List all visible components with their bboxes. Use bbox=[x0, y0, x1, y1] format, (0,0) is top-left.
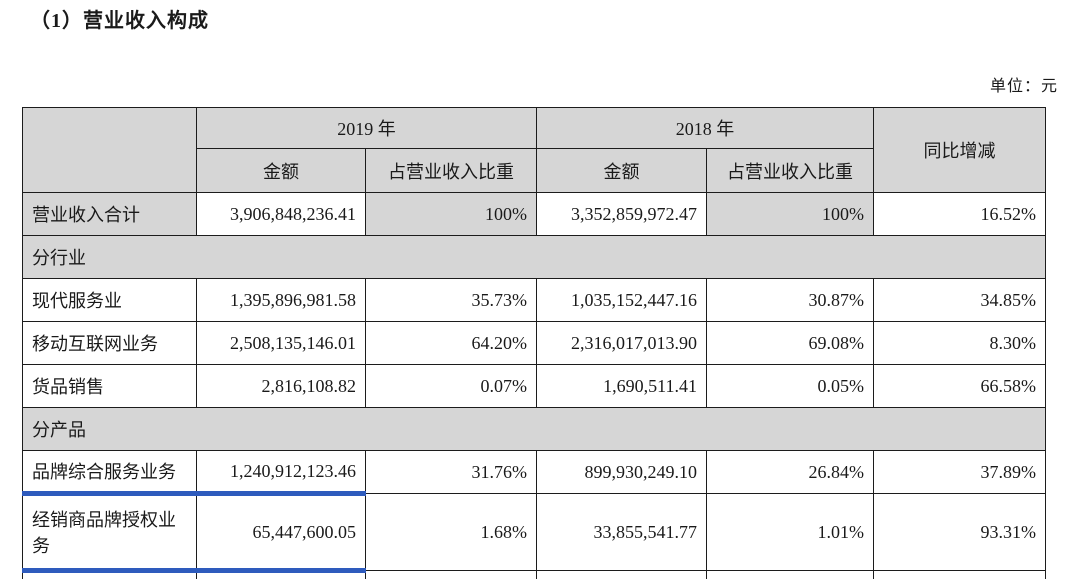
header-corner-cell bbox=[22, 107, 197, 193]
yoy-cell: 37.89% bbox=[873, 450, 1046, 494]
yoy-cell: 93.31% bbox=[873, 493, 1046, 571]
empty-cell bbox=[873, 570, 1046, 579]
row-label: 货品销售 bbox=[22, 364, 197, 408]
table-row-modern-services: 现代服务业 1,395,896,981.58 35.73% 1,035,152,… bbox=[22, 278, 1046, 322]
section-label: 分行业 bbox=[22, 235, 1046, 279]
yoy-cell: 66.58% bbox=[873, 364, 1046, 408]
header-amount-2018: 金额 bbox=[536, 148, 707, 193]
section-label: 分产品 bbox=[22, 407, 1046, 451]
row-label: 移动互联网业务 bbox=[22, 321, 197, 365]
proportion-2018-cell: 26.84% bbox=[706, 450, 874, 494]
proportion-2019-cell: 64.20% bbox=[365, 321, 537, 365]
proportion-2018-cell: 1.01% bbox=[706, 493, 874, 571]
yoy-cell: 8.30% bbox=[873, 321, 1046, 365]
header-row-years: 2019 年 2018 年 同比增减 bbox=[22, 107, 1046, 193]
proportion-2018-cell: 69.08% bbox=[706, 321, 874, 365]
header-year-2019: 2019 年 bbox=[196, 107, 537, 149]
proportion-2019-cell: 31.76% bbox=[365, 450, 537, 494]
table-row-total: 营业收入合计 3,906,848,236.41 100% 3,352,859,9… bbox=[22, 192, 1046, 236]
proportion-2019-cell: 35.73% bbox=[365, 278, 537, 322]
amount-2019-cell: 1,240,912,123.46 bbox=[196, 450, 366, 496]
table-row-partial bbox=[22, 570, 1046, 579]
amount-2018-cell: 2,316,017,013.90 bbox=[536, 321, 707, 365]
empty-cell bbox=[365, 570, 537, 579]
section-row-product: 分产品 bbox=[22, 407, 1046, 451]
header-year-2018: 2018 年 bbox=[536, 107, 874, 149]
empty-cell bbox=[22, 570, 197, 579]
header-proportion-2019: 占营业收入比重 bbox=[365, 148, 537, 193]
revenue-composition-table: 2019 年 2018 年 同比增减 金额 占营业收入比重 金额 占营业收入比重… bbox=[22, 107, 1046, 579]
proportion-2019-cell: 0.07% bbox=[365, 364, 537, 408]
empty-cell bbox=[536, 570, 707, 579]
empty-cell bbox=[196, 570, 366, 579]
row-label: 现代服务业 bbox=[22, 278, 197, 322]
amount-2019-cell: 3,906,848,236.41 bbox=[196, 192, 366, 236]
section-row-industry: 分行业 bbox=[22, 235, 1046, 279]
empty-cell bbox=[706, 570, 874, 579]
amount-2019-cell: 65,447,600.05 bbox=[196, 493, 366, 573]
unit-label: 单位：元 bbox=[989, 78, 1058, 95]
yoy-cell: 16.52% bbox=[873, 192, 1046, 236]
table-row-goods-sales: 货品销售 2,816,108.82 0.07% 1,690,511.41 0.0… bbox=[22, 364, 1046, 408]
yoy-cell: 34.85% bbox=[873, 278, 1046, 322]
header-proportion-2018: 占营业收入比重 bbox=[706, 148, 874, 193]
row-label: 品牌综合服务业务 bbox=[22, 450, 197, 496]
amount-2018-cell: 1,035,152,447.16 bbox=[536, 278, 707, 322]
proportion-2018-cell: 100% bbox=[706, 192, 874, 236]
proportion-2019-cell: 100% bbox=[365, 192, 537, 236]
header-amount-2019: 金额 bbox=[196, 148, 366, 193]
amount-2019-cell: 2,816,108.82 bbox=[196, 364, 366, 408]
proportion-2019-cell: 1.68% bbox=[365, 493, 537, 571]
proportion-2018-cell: 30.87% bbox=[706, 278, 874, 322]
amount-2018-cell: 3,352,859,972.47 bbox=[536, 192, 707, 236]
table-row-brand-services: 品牌综合服务业务 1,240,912,123.46 31.76% 899,930… bbox=[22, 450, 1046, 496]
amount-2019-cell: 1,395,896,981.58 bbox=[196, 278, 366, 322]
amount-2019-cell: 2,508,135,146.01 bbox=[196, 321, 366, 365]
amount-2018-cell: 33,855,541.77 bbox=[536, 493, 707, 571]
table-row-mobile-internet: 移动互联网业务 2,508,135,146.01 64.20% 2,316,01… bbox=[22, 321, 1046, 365]
row-label: 营业收入合计 bbox=[22, 192, 197, 236]
header-row-subcolumns: 金额 占营业收入比重 金额 占营业收入比重 bbox=[23, 148, 1046, 193]
proportion-2018-cell: 0.05% bbox=[706, 364, 874, 408]
row-label: 经销商品牌授权业务 bbox=[22, 493, 197, 573]
table-row-distributor-licensing: 经销商品牌授权业务 65,447,600.05 1.68% 33,855,541… bbox=[22, 493, 1046, 573]
page-title: （1）营业收入构成 bbox=[30, 10, 209, 32]
amount-2018-cell: 899,930,249.10 bbox=[536, 450, 707, 494]
amount-2018-cell: 1,690,511.41 bbox=[536, 364, 707, 408]
header-yoy: 同比增减 bbox=[873, 107, 1046, 193]
